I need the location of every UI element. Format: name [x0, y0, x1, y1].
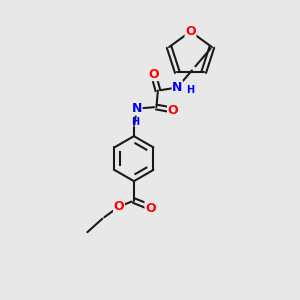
Text: O: O: [114, 200, 124, 213]
Text: N: N: [172, 81, 183, 94]
Text: N: N: [132, 102, 142, 115]
Text: O: O: [148, 68, 159, 80]
Text: O: O: [168, 103, 178, 116]
Text: H: H: [186, 85, 194, 95]
Text: H: H: [131, 117, 140, 127]
Text: O: O: [145, 202, 156, 214]
Text: O: O: [185, 25, 196, 38]
